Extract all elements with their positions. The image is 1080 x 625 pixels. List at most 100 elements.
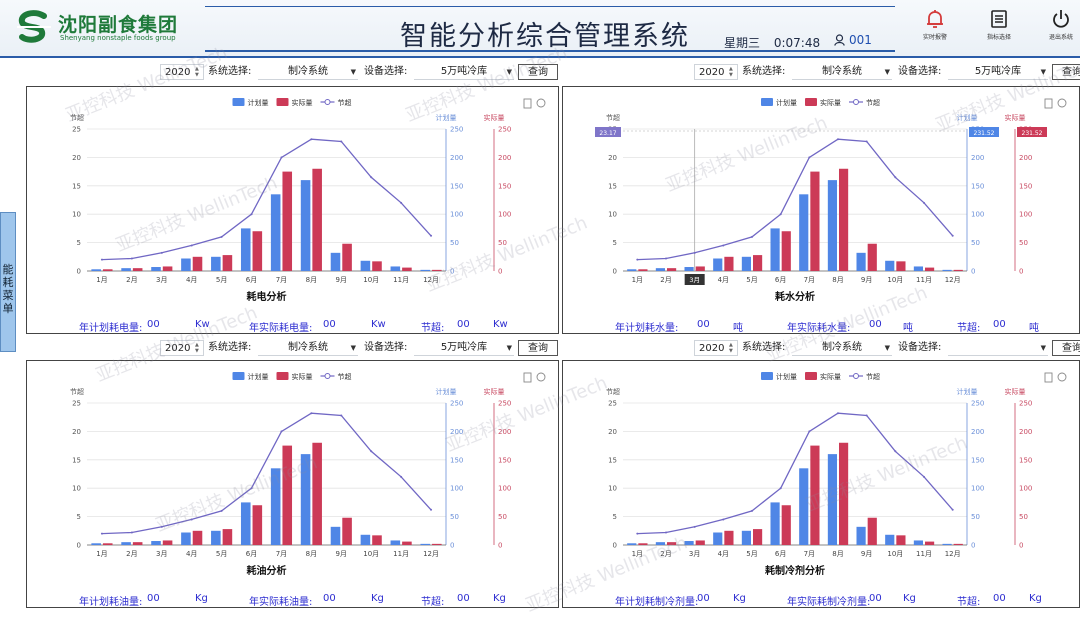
bar-actual[interactable]	[867, 517, 877, 545]
current-user[interactable]: 001	[834, 33, 872, 47]
bar-actual[interactable]	[925, 267, 935, 271]
data-view-icon[interactable]	[523, 98, 532, 109]
bar-actual[interactable]	[695, 540, 705, 545]
bar-plan[interactable]	[151, 541, 161, 545]
bar-actual[interactable]	[372, 261, 382, 271]
line-point-save[interactable]	[280, 430, 283, 433]
bar-actual[interactable]	[192, 530, 203, 545]
line-point-save[interactable]	[951, 508, 954, 511]
line-point-save[interactable]	[130, 257, 133, 260]
bar-plan[interactable]	[360, 534, 371, 545]
line-point-save[interactable]	[837, 412, 839, 415]
legend-swatch-actual[interactable]	[805, 98, 817, 106]
bar-plan[interactable]	[856, 252, 866, 271]
bar-plan[interactable]	[827, 454, 837, 545]
bar-plan[interactable]	[151, 267, 161, 271]
bar-actual[interactable]	[372, 535, 382, 545]
bar-actual[interactable]	[132, 268, 143, 271]
bar-actual[interactable]	[695, 266, 705, 271]
line-point-save[interactable]	[808, 156, 811, 159]
logout-button[interactable]: 退出系统	[1036, 8, 1080, 48]
bar-plan[interactable]	[655, 268, 665, 271]
bar-plan[interactable]	[655, 542, 665, 545]
bar-plan[interactable]	[627, 269, 637, 271]
bar-plan[interactable]	[799, 468, 809, 545]
legend-swatch-plan[interactable]	[232, 372, 245, 380]
bar-plan[interactable]	[211, 530, 221, 545]
line-point-save[interactable]	[865, 414, 868, 417]
line-point-save[interactable]	[837, 138, 839, 141]
line-point-save[interactable]	[693, 251, 696, 254]
bar-actual[interactable]	[282, 445, 293, 545]
device-select[interactable]: 5万吨冷库 ▼	[948, 64, 1048, 80]
data-view-icon[interactable]	[1044, 372, 1053, 383]
line-point-save[interactable]	[779, 213, 782, 216]
restore-icon[interactable]	[536, 372, 546, 382]
bar-plan[interactable]	[684, 267, 694, 271]
bar-actual[interactable]	[402, 267, 412, 271]
line-point-save[interactable]	[220, 235, 223, 238]
year-spinner-icon[interactable]: ▲ ▼	[729, 66, 733, 78]
line-point-save[interactable]	[400, 201, 403, 204]
line-point-save[interactable]	[808, 430, 811, 433]
bar-plan[interactable]	[827, 180, 837, 271]
line-point-save[interactable]	[894, 450, 897, 453]
bar-plan[interactable]	[741, 256, 751, 271]
line-point-save[interactable]	[250, 487, 253, 490]
bar-actual[interactable]	[312, 442, 322, 545]
bar-actual[interactable]	[282, 171, 293, 271]
device-select[interactable]: 5万吨冷库 ▼	[414, 64, 514, 80]
bar-plan[interactable]	[770, 228, 780, 271]
bar-actual[interactable]	[222, 529, 233, 545]
legend-swatch-plan[interactable]	[761, 98, 773, 106]
bar-plan[interactable]	[300, 180, 311, 271]
bar-actual[interactable]	[342, 517, 352, 545]
bar-plan[interactable]	[856, 526, 866, 545]
query-button[interactable]: 查询	[1052, 64, 1080, 80]
bar-actual[interactable]	[667, 542, 677, 545]
bar-actual[interactable]	[953, 543, 963, 545]
line-point-save[interactable]	[430, 234, 433, 237]
bar-plan[interactable]	[713, 258, 723, 271]
bar-actual[interactable]	[953, 269, 963, 271]
line-point-save[interactable]	[693, 525, 696, 528]
bar-actual[interactable]	[342, 243, 352, 271]
line-point-save[interactable]	[665, 257, 667, 260]
bar-plan[interactable]	[913, 540, 923, 545]
series-line-save[interactable]	[637, 412, 954, 535]
line-point-save[interactable]	[722, 244, 725, 247]
line-point-save[interactable]	[865, 140, 868, 143]
bar-actual[interactable]	[753, 255, 763, 271]
legend-swatch-actual[interactable]	[276, 372, 289, 380]
line-point-save[interactable]	[636, 258, 639, 261]
bar-actual[interactable]	[667, 268, 677, 271]
bar-actual[interactable]	[432, 269, 442, 271]
line-point-save[interactable]	[160, 525, 163, 528]
bar-plan[interactable]	[300, 454, 311, 545]
bar-actual[interactable]	[102, 543, 113, 545]
bar-actual[interactable]	[867, 243, 877, 271]
series-line-save[interactable]	[101, 412, 432, 535]
year-spinner-icon[interactable]: ▲ ▼	[729, 342, 733, 354]
line-point-save[interactable]	[160, 251, 163, 254]
bar-plan[interactable]	[181, 532, 191, 545]
bar-actual[interactable]	[192, 256, 203, 271]
line-point-save[interactable]	[665, 531, 667, 534]
bar-plan[interactable]	[390, 266, 401, 271]
bar-actual[interactable]	[432, 543, 442, 545]
bar-actual[interactable]	[252, 505, 263, 545]
year-spinner-icon[interactable]: ▲ ▼	[195, 66, 199, 78]
bar-actual[interactable]	[896, 535, 906, 545]
bar-actual[interactable]	[312, 168, 322, 271]
line-point-save[interactable]	[340, 140, 343, 143]
line-point-save[interactable]	[340, 414, 343, 417]
line-point-save[interactable]	[951, 234, 954, 237]
device-select[interactable]: ▼	[948, 340, 1048, 356]
energy-menu-tab[interactable]: 能耗菜单	[0, 212, 16, 352]
bar-actual[interactable]	[402, 541, 412, 545]
bar-plan[interactable]	[270, 468, 281, 545]
bar-actual[interactable]	[252, 231, 263, 271]
line-point-save[interactable]	[923, 201, 925, 204]
bar-plan[interactable]	[360, 260, 371, 271]
line-point-save[interactable]	[370, 176, 373, 179]
